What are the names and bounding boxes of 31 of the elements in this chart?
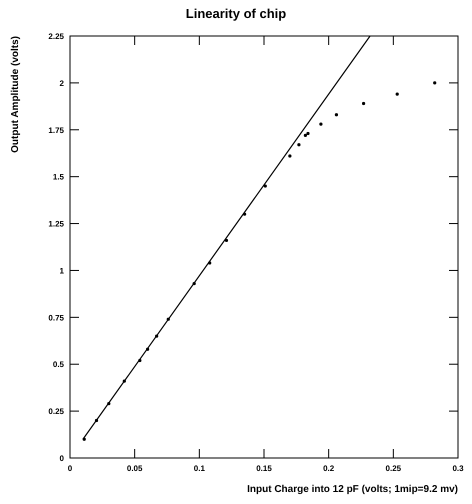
x-tick-label: 0.05 [126,464,143,473]
point [224,238,228,242]
y-tick-label: 1.25 [48,220,65,229]
y-tick-label: 0.5 [52,360,65,370]
point [319,122,323,126]
y-axis-title: Output Amplitude (volts) [10,36,21,153]
x-tick-label: 0.15 [256,464,272,473]
point [264,184,267,188]
x-tick-label: 0.25 [386,464,402,473]
y-tick-label: 2 [60,78,65,88]
x-tick-label: 0.2 [323,464,335,473]
y-tick-label: 0.75 [48,313,65,322]
point [297,143,301,146]
y-tick-label: 0.25 [48,407,65,416]
y-tick-label: 1 [60,266,65,276]
chart-title: Linearity of chip [186,6,286,21]
x-axis-title: Input Charge into 12 pF (volts; 1mip=9.2 mv) [247,484,458,495]
y-tick-label: 2.25 [48,32,65,41]
x-tick-label: 0 [68,464,73,473]
point [362,102,366,106]
point [396,92,399,96]
y-tick-label: 0 [60,454,65,463]
point [433,81,436,84]
x-tick-label: 0.1 [194,464,206,473]
y-tick-label: 1.5 [52,172,65,182]
x-tick-label: 0.3 [452,464,464,473]
point [304,134,307,138]
point [288,154,292,158]
y-tick-label: 1.75 [48,126,65,135]
point [306,132,310,136]
point [334,113,338,116]
